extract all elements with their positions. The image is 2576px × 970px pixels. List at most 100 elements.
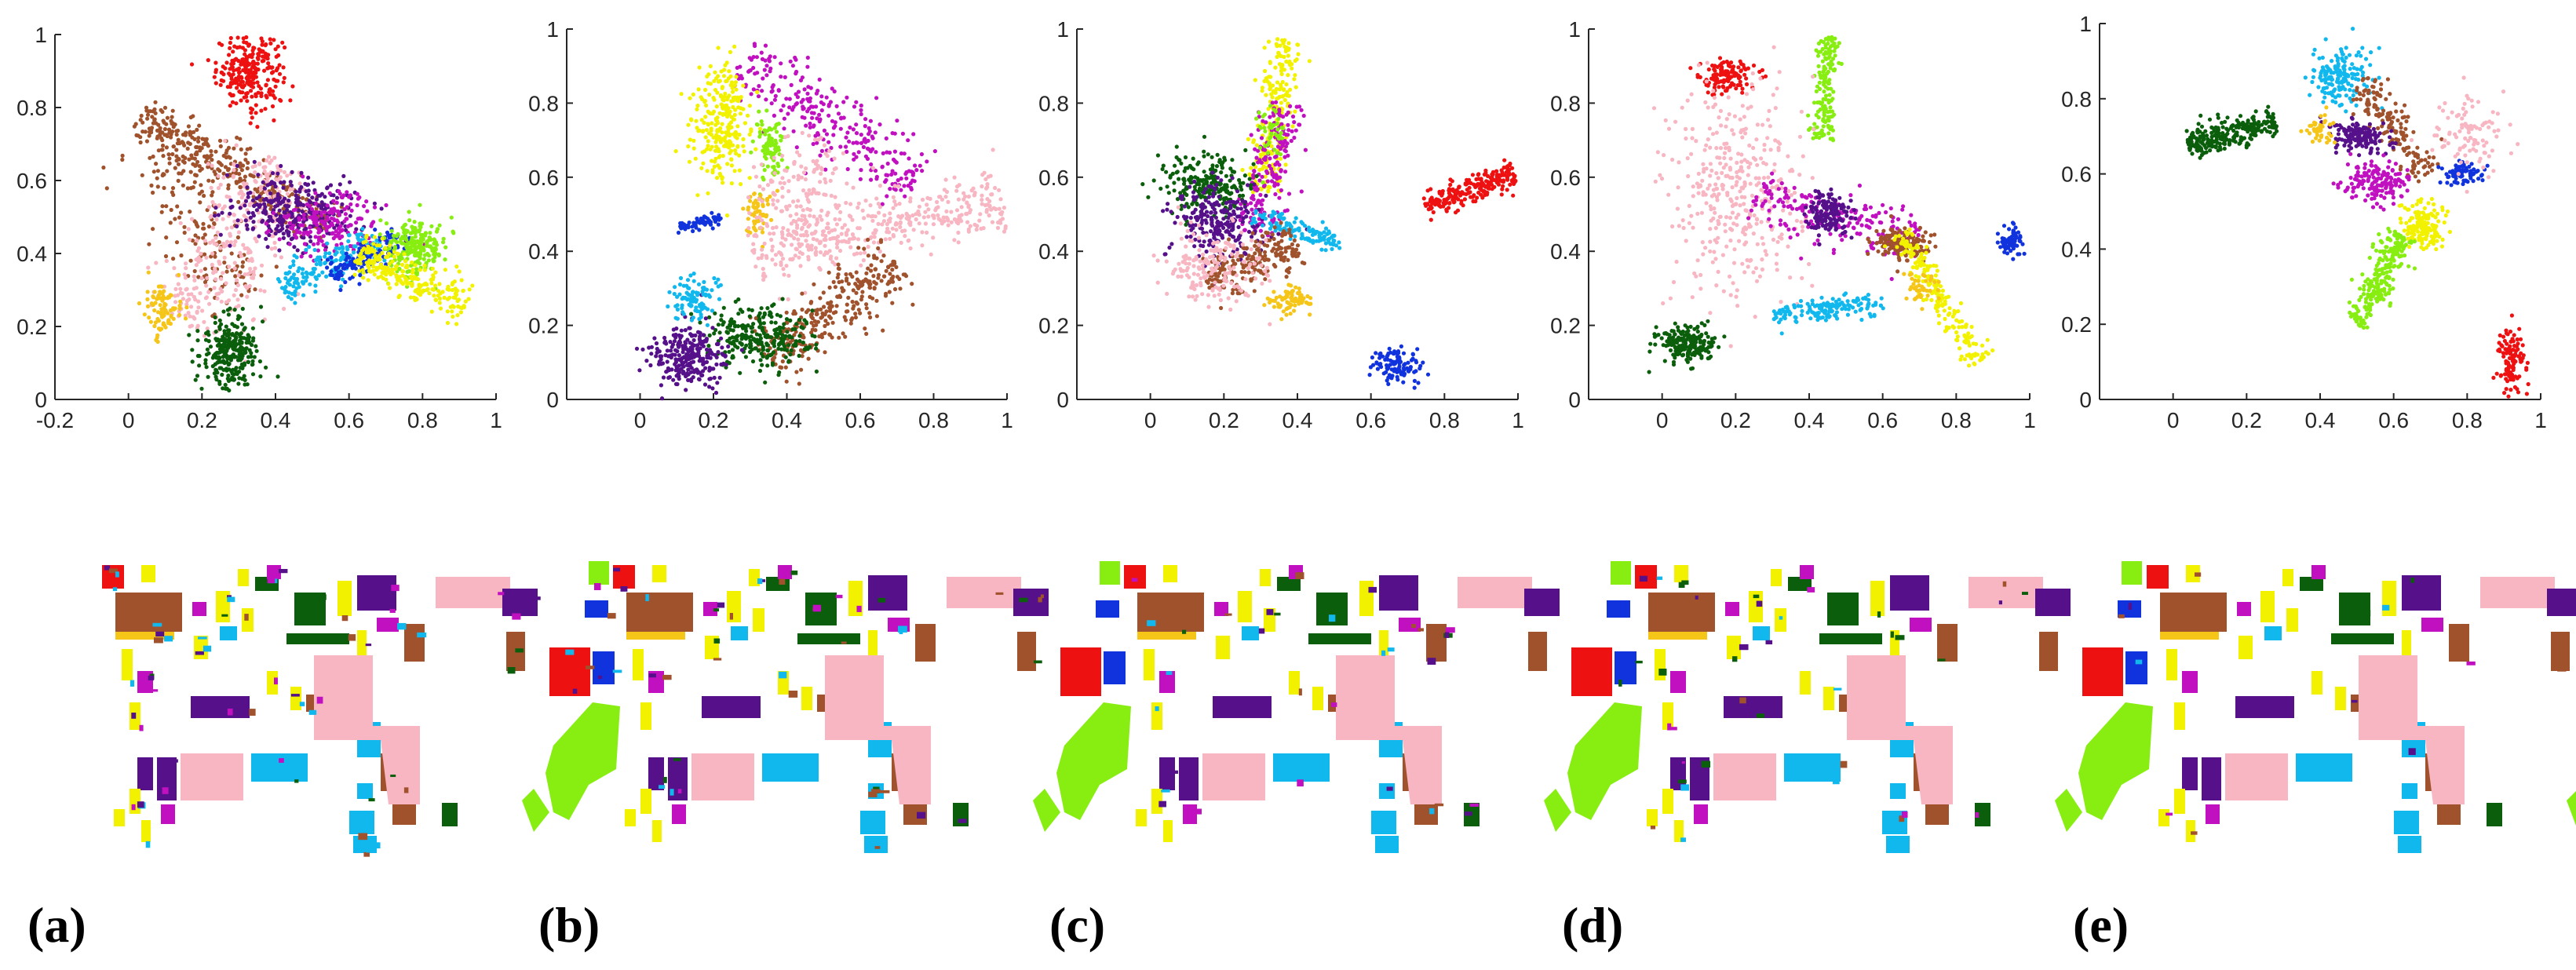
data-point: [713, 219, 718, 224]
data-point: [807, 188, 812, 192]
data-point: [739, 342, 744, 347]
data-point: [432, 294, 436, 298]
data-point: [684, 388, 688, 392]
data-point: [862, 246, 867, 251]
data-point: [805, 64, 810, 69]
scatter-panel-3: 00.20.40.60.810 0.2 0.4 0.6 0.8 1: [1038, 17, 1524, 432]
data-point: [175, 141, 180, 146]
data-point: [815, 308, 820, 312]
data-point: [989, 207, 994, 212]
data-point: [704, 339, 709, 344]
data-point: [277, 237, 282, 242]
data-point: [120, 157, 125, 162]
data-point: [196, 305, 201, 310]
data-point: [821, 229, 826, 234]
data-point: [753, 174, 759, 179]
data-point: [191, 315, 195, 319]
data-point: [741, 326, 746, 330]
data-point: [305, 202, 309, 206]
data-point: [781, 326, 786, 330]
data-point: [258, 202, 263, 207]
data-point: [771, 202, 775, 207]
data-point: [239, 79, 243, 85]
data-point: [861, 258, 866, 263]
data-point: [884, 177, 888, 183]
data-point: [339, 195, 344, 199]
data-point: [841, 239, 846, 243]
data-point: [378, 232, 382, 237]
data-point: [216, 213, 221, 217]
data-point: [912, 179, 917, 184]
data-point: [219, 70, 224, 75]
data-point: [811, 236, 815, 242]
data-point: [874, 314, 879, 319]
data-point: [226, 363, 231, 367]
data-point: [794, 370, 799, 374]
data-point: [198, 291, 203, 296]
data-point: [237, 370, 242, 374]
data-point: [856, 246, 861, 250]
data-point: [805, 198, 810, 202]
data-point: [736, 312, 741, 316]
data-point: [206, 339, 211, 344]
data-point: [780, 195, 785, 199]
data-point: [259, 36, 264, 41]
data-point: [334, 195, 340, 200]
data-point: [678, 275, 684, 280]
data-point: [195, 238, 199, 243]
data-point: [210, 199, 215, 205]
data-point: [707, 333, 712, 337]
data-point: [758, 193, 763, 198]
data-point: [263, 107, 268, 111]
data-point: [845, 228, 850, 232]
data-point: [265, 78, 270, 82]
data-point: [228, 104, 232, 108]
data-point: [257, 198, 263, 202]
data-point: [908, 196, 913, 201]
data-point: [354, 227, 359, 232]
series-red: [189, 35, 295, 129]
data-point: [813, 137, 818, 142]
data-point: [881, 328, 885, 333]
data-point: [826, 221, 830, 226]
data-point: [257, 234, 261, 239]
data-point: [433, 283, 438, 288]
data-point: [229, 341, 234, 345]
data-point: [891, 206, 896, 210]
data-point: [237, 332, 242, 337]
data-point: [735, 124, 740, 129]
data-point: [394, 264, 399, 268]
data-point: [826, 104, 831, 108]
data-point: [971, 186, 976, 191]
data-point: [796, 237, 801, 242]
data-point: [684, 283, 689, 288]
data-point: [325, 203, 330, 208]
data-point: [250, 326, 255, 330]
data-point: [190, 359, 195, 364]
data-point: [306, 192, 311, 197]
data-point: [338, 182, 342, 187]
data-point: [334, 229, 338, 234]
data-point: [775, 199, 780, 203]
data-point: [837, 248, 843, 253]
data-point: [831, 279, 836, 284]
data-point: [269, 65, 274, 70]
data-point: [845, 130, 850, 135]
data-point: [747, 314, 752, 319]
data-point: [273, 253, 278, 258]
data-point: [433, 297, 438, 302]
data-point: [451, 314, 455, 319]
data-point: [884, 268, 888, 273]
data-point: [942, 219, 947, 224]
data-point: [235, 297, 240, 302]
data-point: [306, 182, 311, 187]
data-point: [392, 254, 397, 259]
data-point: [206, 224, 211, 229]
data-point: [806, 254, 811, 259]
data-point: [178, 221, 183, 225]
data-point: [189, 304, 194, 309]
data-point: [738, 96, 743, 100]
data-point: [758, 340, 763, 345]
data-point: [449, 215, 454, 220]
data-point: [199, 166, 204, 171]
